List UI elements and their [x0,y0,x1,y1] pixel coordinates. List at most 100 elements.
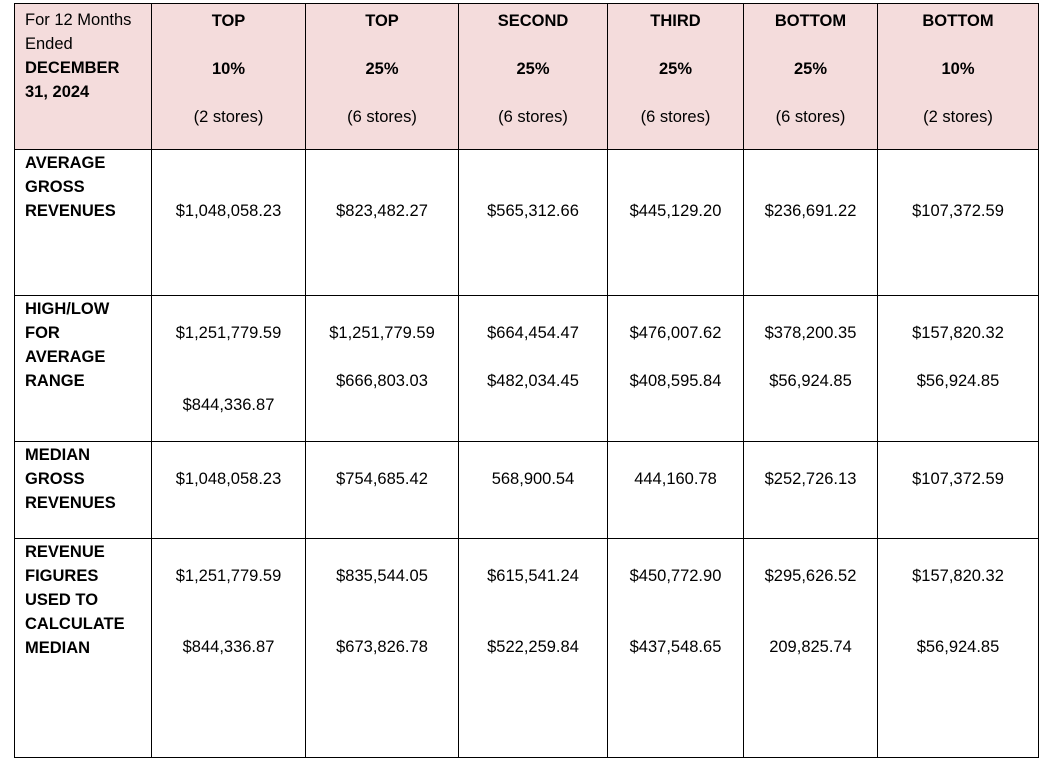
label-line: GROSS [25,470,85,488]
row-label-high-low: HIGH/LOW FOR AVERAGE RANGE [14,295,152,442]
label-line: MEDIAN [25,639,91,657]
second-value: $56,924.85 [916,638,1000,656]
label-line: FOR [25,324,60,342]
label-line: HIGH/LOW [25,300,110,318]
low-value: $56,924.85 [916,372,1000,390]
value: $1,048,058.23 [175,470,282,488]
figures-cell: $615,541.24 $522,259.84 [458,538,608,758]
high-value: $157,820.32 [912,324,1004,342]
row-label-average: AVERAGE GROSS REVENUES [14,149,152,296]
col-stores: (6 stores) [775,108,846,126]
median-cell: 444,160.78 [607,441,744,539]
figures-cell: $1,251,779.59 $844,336.87 [151,538,306,758]
col-tier: BOTTOM [774,12,847,30]
high-low-cell: $1,251,779.59 $844,336.87 [151,295,306,442]
header-row: For 12 Months Ended DECEMBER 31, 2024 TO… [14,3,1039,150]
label-line: RANGE [25,372,85,390]
col-stores: (6 stores) [498,108,568,126]
label-line: MEDIAN [25,446,91,464]
value: $107,372.59 [912,470,1004,488]
period-header: For 12 Months Ended DECEMBER 31, 2024 [14,3,152,150]
high-value: $664,454.47 [487,324,579,342]
avg-cell: $1,048,058.23 [151,149,306,296]
second-value: $673,826.78 [336,638,428,656]
second-value: $522,259.84 [487,638,579,656]
col-stores: (6 stores) [347,108,417,126]
figures-cell: $450,772.90 $437,548.65 [607,538,744,758]
value: $445,129.20 [629,202,722,220]
col-pct: 10% [211,60,246,78]
median-cell: $107,372.59 [877,441,1039,539]
value: 568,900.54 [491,470,575,488]
figures-cell: $835,544.05 $673,826.78 [305,538,459,758]
period-line-4: 31, 2024 [25,83,90,101]
avg-cell: $565,312.66 [458,149,608,296]
avg-cell: $445,129.20 [607,149,744,296]
revenue-table: For 12 Months Ended DECEMBER 31, 2024 TO… [14,3,1039,758]
value: $565,312.66 [487,202,579,220]
high-value: $378,200.35 [764,324,857,342]
col-header-bottom-25: BOTTOM 25% (6 stores) [743,3,878,150]
figures-cell: $295,626.52 209,825.74 [743,538,878,758]
value: 444,160.78 [634,470,717,488]
label-line: USED TO [25,591,99,609]
value: $754,685.42 [336,470,428,488]
col-pct: 25% [516,60,550,78]
high-low-cell: $1,251,779.59 $666,803.03 [305,295,459,442]
median-gross-revenues-row: MEDIAN GROSS REVENUES $1,048,058.23 $754… [14,441,1039,539]
row-label-median: MEDIAN GROSS REVENUES [14,441,152,539]
high-value: $1,251,779.59 [175,324,282,342]
value: $236,691.22 [764,202,857,220]
average-gross-revenues-row: AVERAGE GROSS REVENUES $1,048,058.23 $82… [14,149,1039,296]
col-tier: SECOND [497,12,569,30]
col-header-second-25: SECOND 25% (6 stores) [458,3,608,150]
figures-cell: $157,820.32 $56,924.85 [877,538,1039,758]
low-value: $56,924.85 [769,372,852,390]
low-value: $844,336.87 [182,396,275,414]
period-line-3: DECEMBER [25,59,120,77]
first-value: $835,544.05 [336,567,428,585]
high-value: $1,251,779.59 [329,324,435,342]
first-value: $615,541.24 [487,567,579,585]
second-value: 209,825.74 [769,638,852,656]
avg-cell: $823,482.27 [305,149,459,296]
value: $1,048,058.23 [175,202,282,220]
median-cell: $252,726.13 [743,441,878,539]
first-value: $1,251,779.59 [175,567,282,585]
col-pct: 25% [793,60,828,78]
high-low-row: HIGH/LOW FOR AVERAGE RANGE $1,251,779.59… [14,295,1039,442]
value: $107,372.59 [912,202,1004,220]
first-value: $295,626.52 [764,567,857,585]
row-label-revenue-figures: REVENUE FIGURES USED TO CALCULATE MEDIAN [14,538,152,758]
period-line-1: For 12 Months [25,11,132,29]
label-line: REVENUES [25,202,116,220]
label-line: GROSS [25,178,85,196]
col-stores: (2 stores) [923,108,993,126]
median-cell: $1,048,058.23 [151,441,306,539]
period-line-2: Ended [25,35,73,53]
col-tier: THIRD [650,12,701,30]
high-low-cell: $378,200.35 $56,924.85 [743,295,878,442]
median-cell: 568,900.54 [458,441,608,539]
low-value: $408,595.84 [629,372,722,390]
col-stores: (2 stores) [193,108,264,126]
col-header-top-10: TOP 10% (2 stores) [151,3,306,150]
low-value: $666,803.03 [336,372,428,390]
second-value: $437,548.65 [629,638,722,656]
first-value: $450,772.90 [629,567,722,585]
col-pct: 25% [658,60,693,78]
avg-cell: $107,372.59 [877,149,1039,296]
high-value: $476,007.62 [629,324,722,342]
high-low-cell: $157,820.32 $56,924.85 [877,295,1039,442]
label-line: REVENUES [25,494,116,512]
label-line: AVERAGE [25,154,106,172]
label-line: FIGURES [25,567,99,585]
revenue-figures-row: REVENUE FIGURES USED TO CALCULATE MEDIAN… [14,538,1039,758]
label-line: AVERAGE [25,348,106,366]
second-value: $844,336.87 [182,638,275,656]
median-cell: $754,685.42 [305,441,459,539]
col-tier: TOP [211,12,246,30]
col-header-bottom-10: BOTTOM 10% (2 stores) [877,3,1039,150]
col-stores: (6 stores) [640,108,711,126]
avg-cell: $236,691.22 [743,149,878,296]
